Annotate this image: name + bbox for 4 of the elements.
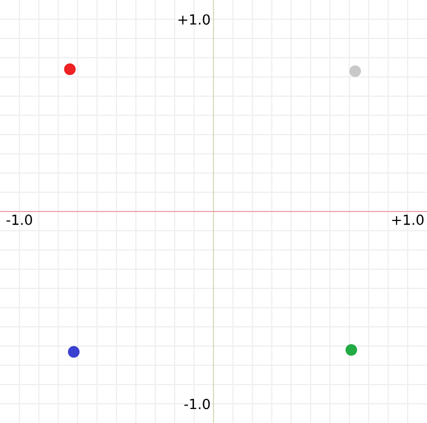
point [64,63,76,76]
point [68,346,80,358]
point [345,344,358,356]
point [349,65,361,77]
